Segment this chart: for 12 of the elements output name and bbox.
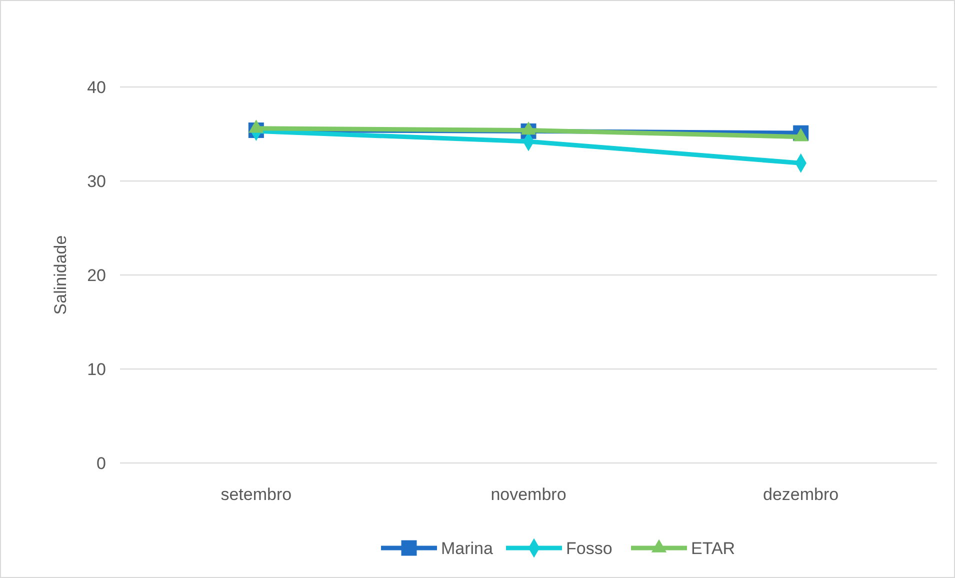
legend-label: Marina: [441, 538, 494, 558]
x-tick-label: novembro: [490, 485, 566, 504]
x-tick-label: setembro: [220, 485, 292, 504]
y-axis-title: Salinidade: [51, 235, 70, 315]
y-tick-label: 20: [87, 266, 106, 285]
y-tick-label: 40: [87, 78, 106, 97]
y-tick-label: 0: [96, 454, 106, 473]
legend-label: Fosso: [566, 538, 612, 558]
y-tick-label: 30: [87, 172, 106, 191]
x-tick-label: dezembro: [763, 485, 839, 504]
y-tick-label: 10: [87, 360, 106, 379]
legend-label: ETAR: [691, 538, 736, 558]
